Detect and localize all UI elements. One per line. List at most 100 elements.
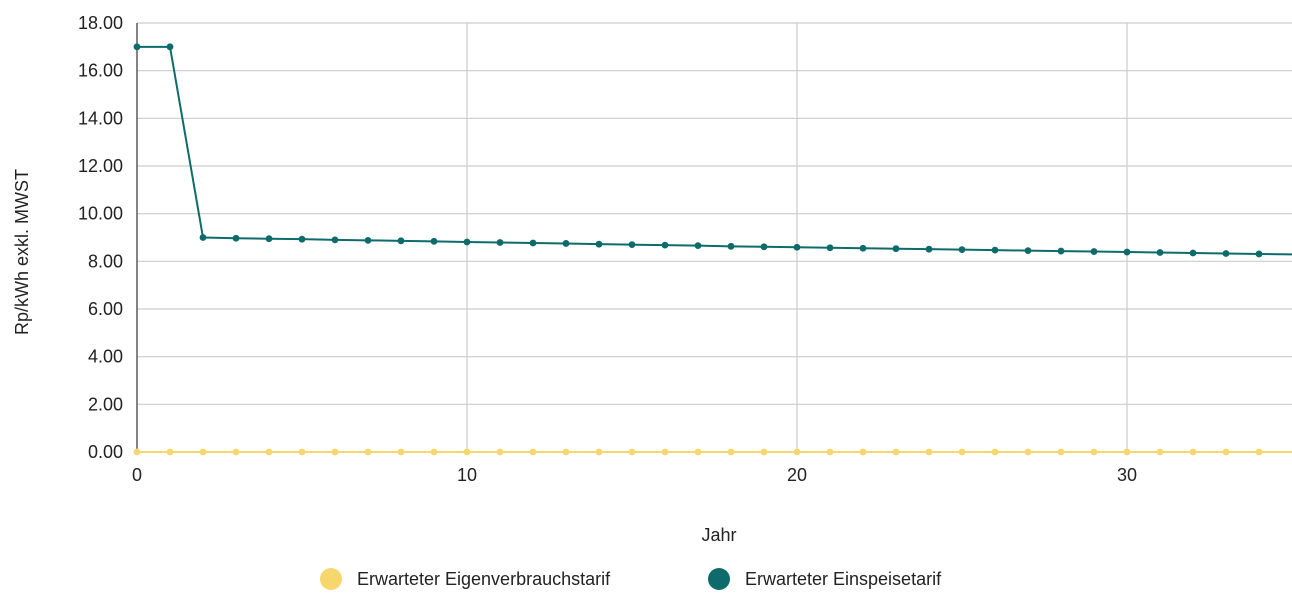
data-point <box>166 43 174 51</box>
data-point <box>430 237 438 245</box>
data-point <box>1090 448 1098 456</box>
legend-label: Erwarteter Einspeisetarif <box>745 569 942 589</box>
data-point <box>595 448 603 456</box>
data-point <box>199 234 207 241</box>
data-point <box>826 448 834 456</box>
data-point <box>529 239 537 247</box>
data-point <box>595 240 603 248</box>
data-point <box>958 448 966 456</box>
data-point <box>694 242 702 250</box>
data-point <box>397 448 405 456</box>
data-point <box>133 43 141 51</box>
data-point <box>727 242 735 250</box>
y-tick-label: 6.00 <box>88 299 123 319</box>
data-point <box>265 448 273 456</box>
data-point <box>727 448 735 456</box>
data-point <box>793 448 801 456</box>
data-point <box>793 243 801 251</box>
x-tick-label: 20 <box>787 465 807 485</box>
data-point <box>562 448 570 456</box>
y-tick-label: 8.00 <box>88 251 123 271</box>
x-axis-title: Jahr <box>701 525 736 545</box>
axes <box>136 23 1292 453</box>
data-point <box>562 240 570 247</box>
series-lines <box>133 43 1292 456</box>
data-point <box>661 448 669 456</box>
legend-label: Erwarteter Eigenverbrauchstarif <box>357 569 611 589</box>
x-tick-label: 0 <box>132 465 142 485</box>
data-point <box>892 448 900 456</box>
data-point <box>1090 248 1098 255</box>
data-point <box>397 237 405 245</box>
data-point <box>1255 250 1263 258</box>
data-point <box>1123 448 1131 456</box>
y-tick-label: 18.00 <box>78 13 123 33</box>
y-tick-label: 10.00 <box>78 204 123 224</box>
data-point <box>463 448 471 456</box>
legend: Erwarteter Eigenverbrauchstarif Erwartete… <box>320 568 942 590</box>
y-tick-label: 2.00 <box>88 394 123 414</box>
data-point <box>1222 250 1230 257</box>
data-point <box>991 246 999 254</box>
y-tick-label: 14.00 <box>78 108 123 128</box>
data-point <box>826 244 834 252</box>
y-tick-label: 0.00 <box>88 442 123 462</box>
data-point <box>661 241 669 249</box>
data-point <box>496 448 504 456</box>
data-point <box>166 448 174 456</box>
data-point <box>925 245 933 253</box>
data-point <box>364 236 372 244</box>
series-2 <box>133 43 1292 258</box>
data-point <box>1024 247 1032 255</box>
y-tick-label: 12.00 <box>78 156 123 176</box>
data-point <box>133 448 141 456</box>
data-point <box>331 236 339 244</box>
data-point <box>1156 249 1164 256</box>
data-point <box>199 448 207 456</box>
data-point <box>1156 448 1164 456</box>
data-point <box>760 448 768 456</box>
legend-marker <box>320 568 342 590</box>
data-point <box>991 448 999 456</box>
data-point <box>628 448 636 456</box>
data-point <box>529 448 537 456</box>
data-point <box>298 235 306 243</box>
data-point <box>265 235 273 243</box>
data-point <box>859 244 867 252</box>
data-point <box>1255 448 1263 456</box>
tick-labels: 0.00 2.00 4.00 6.00 8.00 10.00 12.00 14.00 16.00… <box>78 13 1137 485</box>
data-point <box>760 243 768 251</box>
series-1 <box>133 448 1292 456</box>
grid-lines <box>137 22 1292 452</box>
data-point <box>232 448 240 456</box>
y-axis-title: Rp/kWh exkl. MWST <box>12 169 32 335</box>
data-point <box>694 448 702 456</box>
data-point <box>298 448 306 456</box>
data-point <box>1189 249 1197 257</box>
data-point <box>364 448 372 456</box>
data-point <box>1222 448 1230 456</box>
data-point <box>232 234 240 242</box>
data-point <box>1057 247 1065 255</box>
data-point <box>1189 448 1197 456</box>
series-line <box>137 45 1292 256</box>
data-point <box>331 448 339 456</box>
x-tick-label: 30 <box>1117 465 1137 485</box>
data-point <box>925 448 933 456</box>
data-point <box>430 448 438 456</box>
data-point <box>1123 248 1131 256</box>
data-point <box>463 238 471 246</box>
x-tick-label: 10 <box>457 465 477 485</box>
data-point <box>1024 448 1032 456</box>
data-point <box>958 246 966 254</box>
y-tick-label: 16.00 <box>78 61 123 81</box>
data-point <box>1057 448 1065 456</box>
data-point <box>859 448 867 456</box>
data-point <box>496 239 504 246</box>
data-point <box>628 241 636 249</box>
legend-marker <box>708 568 730 590</box>
data-point <box>892 245 900 253</box>
y-tick-label: 4.00 <box>88 347 123 367</box>
